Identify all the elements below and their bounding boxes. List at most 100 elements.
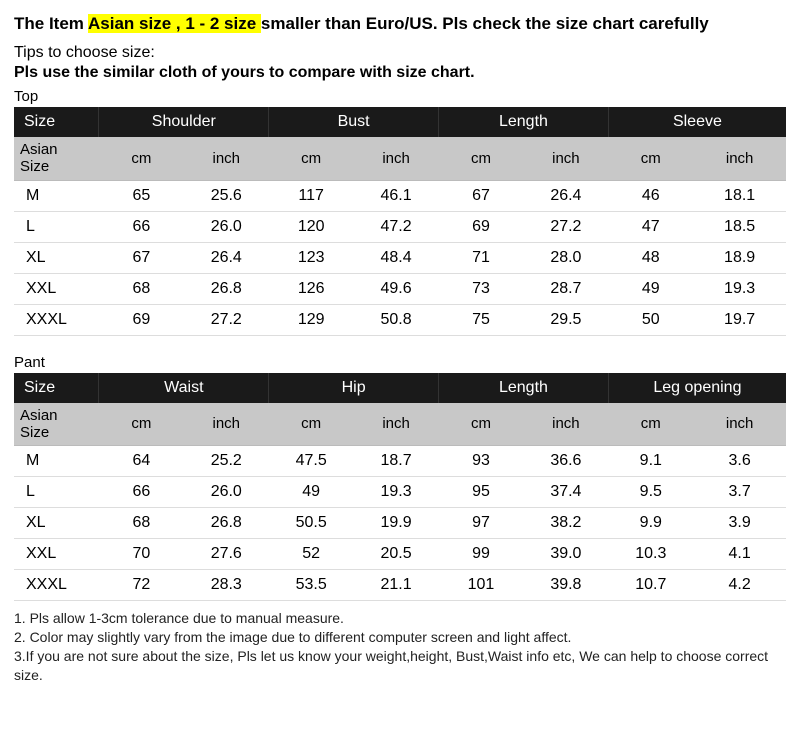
value-cell: 129 bbox=[269, 304, 354, 335]
value-cell: 4.1 bbox=[693, 539, 786, 570]
sub-cm: cm bbox=[439, 137, 524, 180]
size-cell: L bbox=[14, 211, 99, 242]
top-tbody: M6525.611746.16726.44618.1L6626.012047.2… bbox=[14, 180, 786, 335]
sub-cm: cm bbox=[608, 403, 693, 446]
value-cell: 50 bbox=[608, 304, 693, 335]
value-cell: 25.6 bbox=[184, 180, 269, 211]
value-cell: 67 bbox=[439, 180, 524, 211]
notes-block: 1. Pls allow 1-3cm tolerance due to manu… bbox=[14, 609, 786, 685]
sub-cm: cm bbox=[99, 137, 184, 180]
sub-asian: AsianSize bbox=[14, 403, 99, 446]
pant-label: Pant bbox=[14, 354, 786, 371]
pant-tbody: M6425.247.518.79336.69.13.6L6626.04919.3… bbox=[14, 446, 786, 601]
tips-line: Tips to choose size: bbox=[14, 44, 786, 62]
table-row: XXXL6927.212950.87529.55019.7 bbox=[14, 304, 786, 335]
value-cell: 38.2 bbox=[523, 508, 608, 539]
table-row: XXL7027.65220.59939.010.34.1 bbox=[14, 539, 786, 570]
value-cell: 50.5 bbox=[269, 508, 354, 539]
value-cell: 9.1 bbox=[608, 446, 693, 477]
size-cell: XL bbox=[14, 508, 99, 539]
pant-header-row1: Size Waist Hip Length Leg opening bbox=[14, 373, 786, 403]
value-cell: 26.0 bbox=[184, 477, 269, 508]
col-waist: Waist bbox=[99, 373, 269, 403]
table-row: XXL6826.812649.67328.74919.3 bbox=[14, 273, 786, 304]
value-cell: 50.8 bbox=[354, 304, 439, 335]
tips-bold: Pls use the similar cloth of yours to co… bbox=[14, 64, 786, 82]
value-cell: 36.6 bbox=[523, 446, 608, 477]
size-cell: L bbox=[14, 477, 99, 508]
value-cell: 95 bbox=[439, 477, 524, 508]
value-cell: 10.3 bbox=[608, 539, 693, 570]
sub-inch: inch bbox=[184, 137, 269, 180]
value-cell: 27.2 bbox=[523, 211, 608, 242]
value-cell: 18.1 bbox=[693, 180, 786, 211]
value-cell: 3.9 bbox=[693, 508, 786, 539]
value-cell: 69 bbox=[99, 304, 184, 335]
value-cell: 3.7 bbox=[693, 477, 786, 508]
value-cell: 27.6 bbox=[184, 539, 269, 570]
pant-size-table: Size Waist Hip Length Leg opening AsianS… bbox=[14, 373, 786, 602]
size-cell: M bbox=[14, 446, 99, 477]
note-1: 1. Pls allow 1-3cm tolerance due to manu… bbox=[14, 609, 786, 628]
top-header-row2: AsianSize cm inch cm inch cm inch cm inc… bbox=[14, 137, 786, 180]
value-cell: 28.0 bbox=[523, 242, 608, 273]
col-sleeve: Sleeve bbox=[608, 107, 786, 137]
value-cell: 68 bbox=[99, 273, 184, 304]
col-size: Size bbox=[14, 107, 99, 137]
size-cell: M bbox=[14, 180, 99, 211]
sub-inch: inch bbox=[693, 403, 786, 446]
table-row: L6626.04919.39537.49.53.7 bbox=[14, 477, 786, 508]
size-notice-headline: The Item Asian size , 1 - 2 size smaller… bbox=[14, 14, 786, 34]
value-cell: 37.4 bbox=[523, 477, 608, 508]
sub-inch: inch bbox=[184, 403, 269, 446]
col-shoulder: Shoulder bbox=[99, 107, 269, 137]
sub-cm: cm bbox=[608, 137, 693, 180]
top-size-table: Size Shoulder Bust Length Sleeve AsianSi… bbox=[14, 107, 786, 336]
value-cell: 25.2 bbox=[184, 446, 269, 477]
table-row: M6425.247.518.79336.69.13.6 bbox=[14, 446, 786, 477]
col-length: Length bbox=[439, 373, 609, 403]
top-label: Top bbox=[14, 88, 786, 105]
sub-cm: cm bbox=[99, 403, 184, 446]
note-3: 3.If you are not sure about the size, Pl… bbox=[14, 647, 786, 685]
sub-cm: cm bbox=[269, 137, 354, 180]
value-cell: 64 bbox=[99, 446, 184, 477]
table-row: XL6726.412348.47128.04818.9 bbox=[14, 242, 786, 273]
col-leg: Leg opening bbox=[608, 373, 786, 403]
value-cell: 27.2 bbox=[184, 304, 269, 335]
value-cell: 49 bbox=[269, 477, 354, 508]
value-cell: 29.5 bbox=[523, 304, 608, 335]
value-cell: 68 bbox=[99, 508, 184, 539]
value-cell: 9.9 bbox=[608, 508, 693, 539]
value-cell: 19.9 bbox=[354, 508, 439, 539]
value-cell: 19.7 bbox=[693, 304, 786, 335]
value-cell: 120 bbox=[269, 211, 354, 242]
value-cell: 9.5 bbox=[608, 477, 693, 508]
col-bust: Bust bbox=[269, 107, 439, 137]
value-cell: 123 bbox=[269, 242, 354, 273]
table-row: L6626.012047.26927.24718.5 bbox=[14, 211, 786, 242]
value-cell: 48.4 bbox=[354, 242, 439, 273]
headline-highlight: Asian size , 1 - 2 size bbox=[88, 14, 261, 33]
value-cell: 10.7 bbox=[608, 570, 693, 601]
sub-inch: inch bbox=[523, 137, 608, 180]
value-cell: 66 bbox=[99, 477, 184, 508]
sub-inch: inch bbox=[354, 403, 439, 446]
value-cell: 117 bbox=[269, 180, 354, 211]
value-cell: 19.3 bbox=[693, 273, 786, 304]
value-cell: 65 bbox=[99, 180, 184, 211]
value-cell: 75 bbox=[439, 304, 524, 335]
value-cell: 26.4 bbox=[184, 242, 269, 273]
value-cell: 48 bbox=[608, 242, 693, 273]
note-2: 2. Color may slightly vary from the imag… bbox=[14, 628, 786, 647]
value-cell: 20.5 bbox=[354, 539, 439, 570]
sub-cm: cm bbox=[269, 403, 354, 446]
size-cell: XXL bbox=[14, 539, 99, 570]
col-hip: Hip bbox=[269, 373, 439, 403]
value-cell: 99 bbox=[439, 539, 524, 570]
value-cell: 52 bbox=[269, 539, 354, 570]
value-cell: 93 bbox=[439, 446, 524, 477]
sub-inch: inch bbox=[523, 403, 608, 446]
size-cell: XXL bbox=[14, 273, 99, 304]
value-cell: 97 bbox=[439, 508, 524, 539]
